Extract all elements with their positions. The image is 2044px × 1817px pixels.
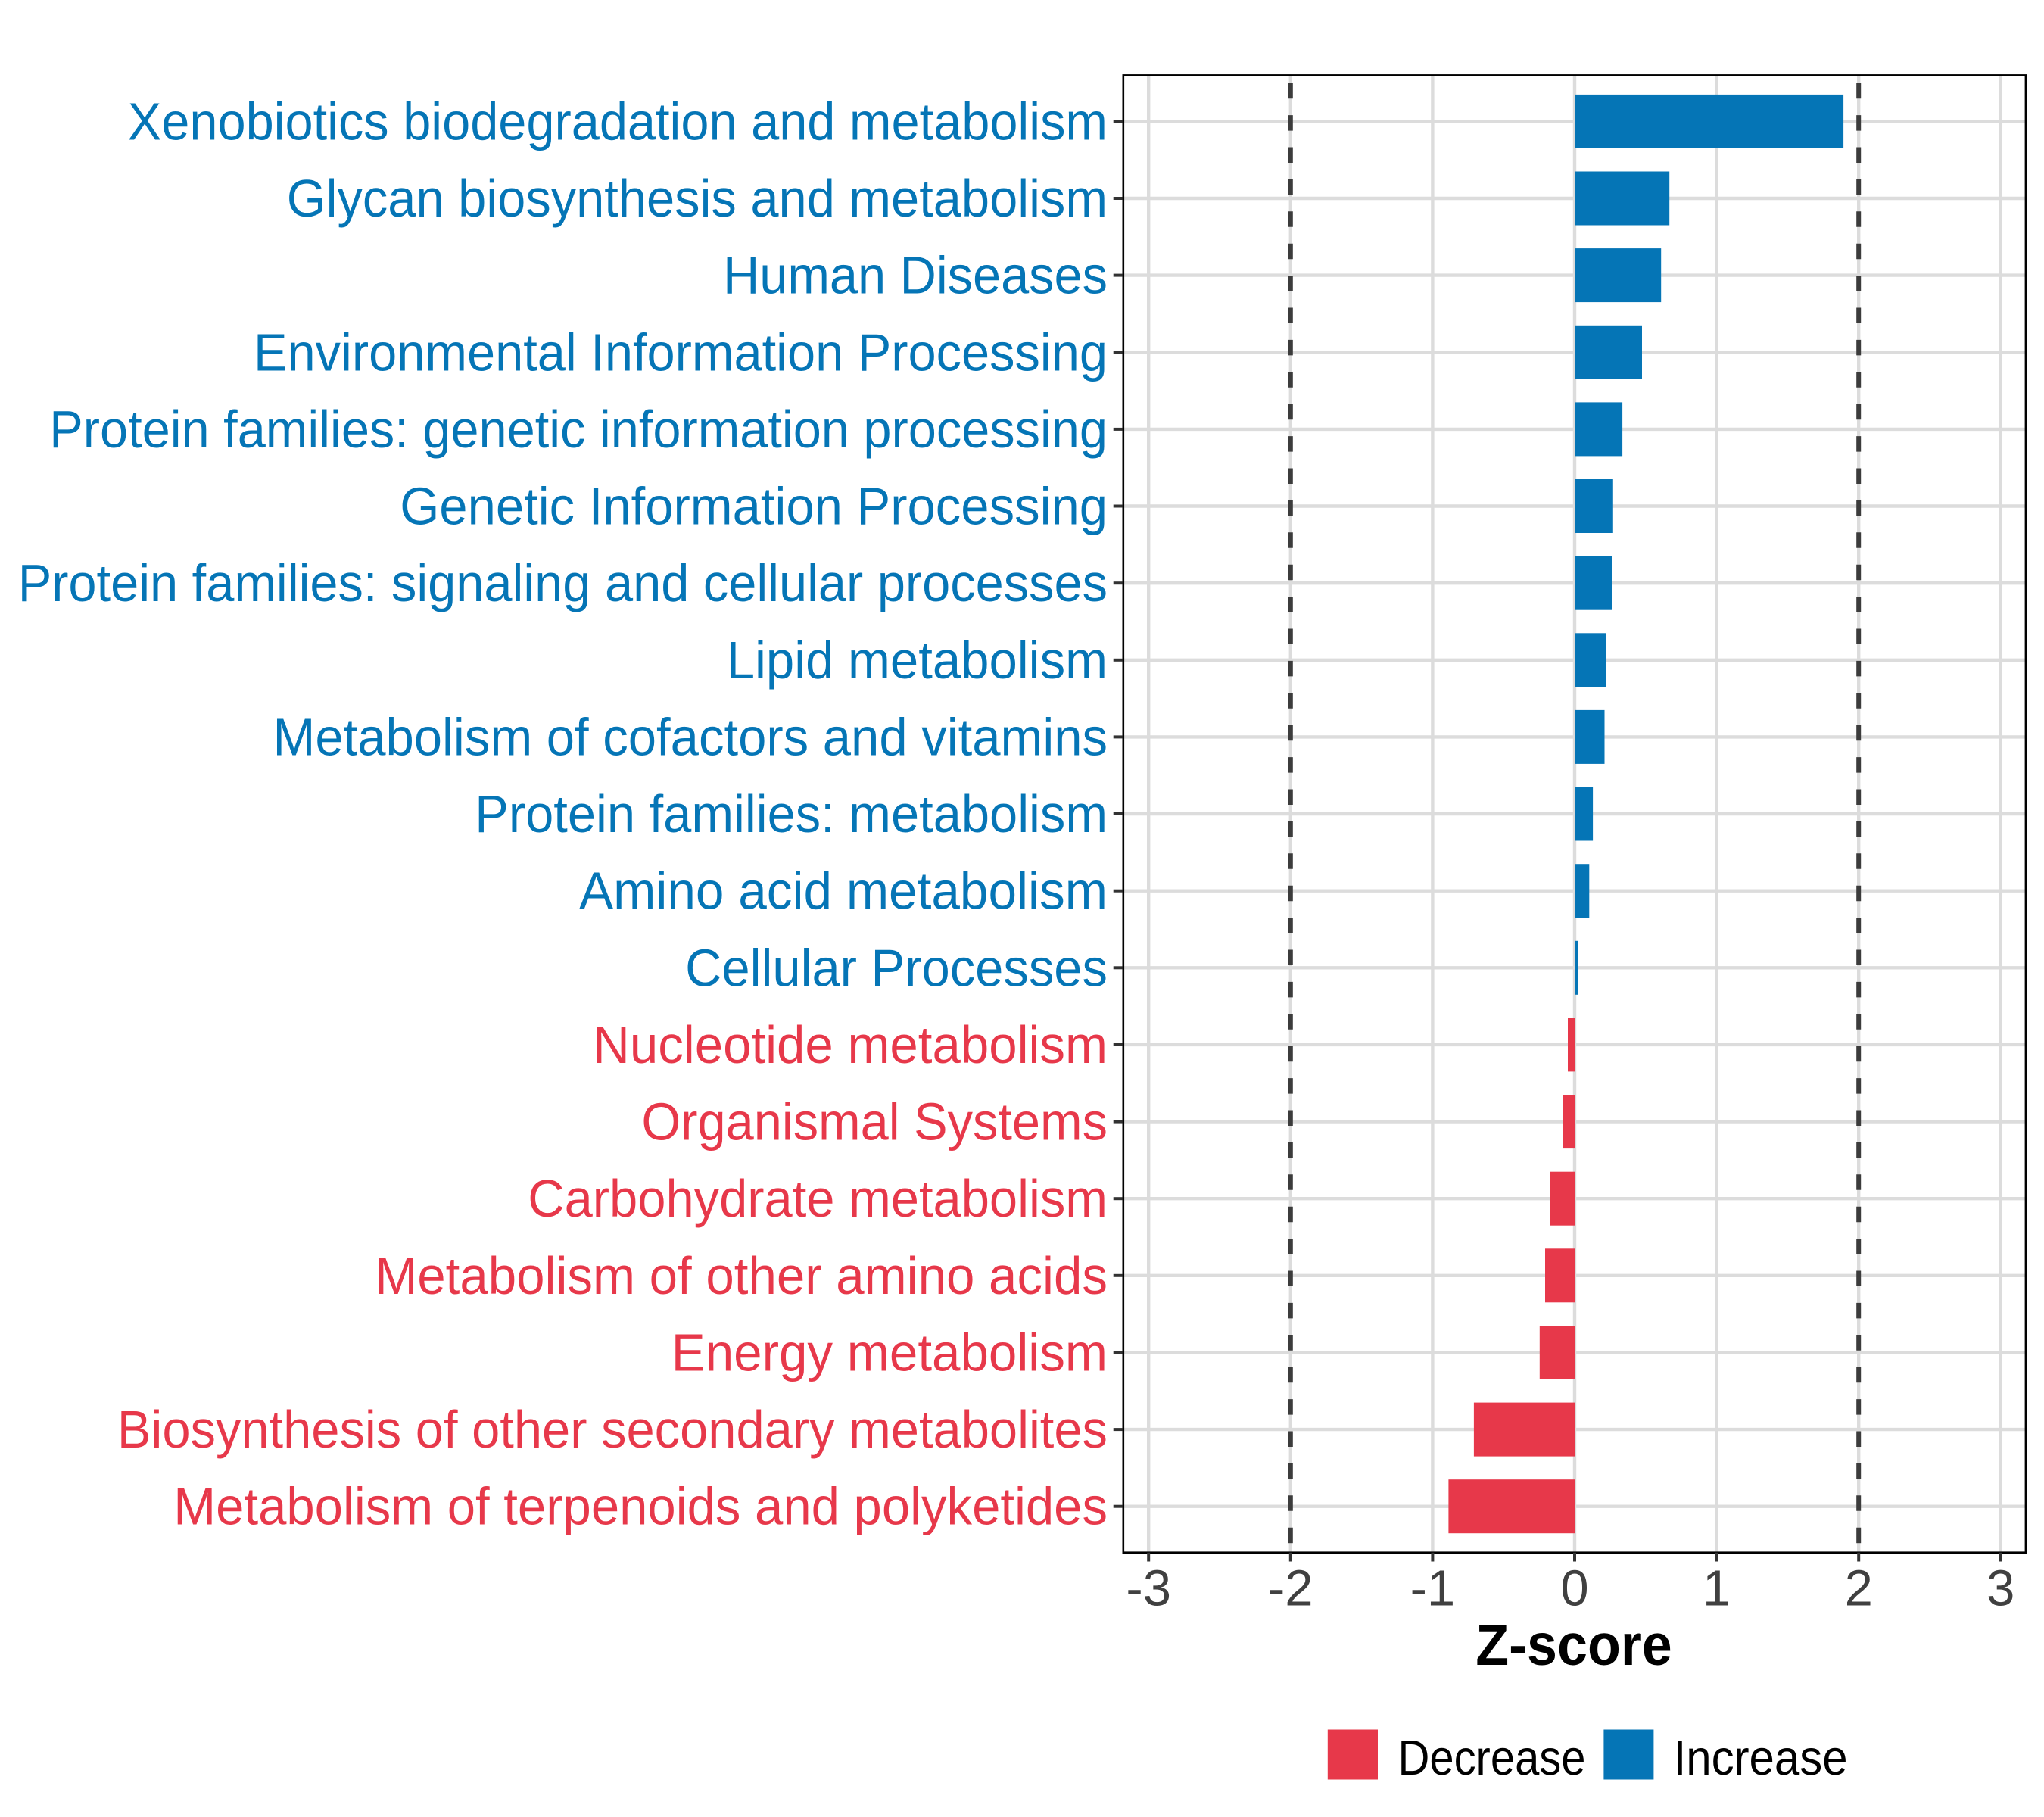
svg-text:Metabolism of terpenoids and p: Metabolism of terpenoids and polyketides xyxy=(173,1477,1108,1536)
svg-text:Xenobiotics biodegradation and: Xenobiotics biodegradation and metabolis… xyxy=(128,92,1108,151)
svg-text:Carbohydrate metabolism: Carbohydrate metabolism xyxy=(528,1169,1108,1228)
svg-text:Biosynthesis of other secondar: Biosynthesis of other secondary metaboli… xyxy=(117,1400,1108,1459)
svg-text:-3: -3 xyxy=(1126,1560,1171,1617)
svg-text:3: 3 xyxy=(1986,1560,2014,1617)
svg-text:Decrease: Decrease xyxy=(1398,1731,1586,1785)
svg-text:Cellular Processes: Cellular Processes xyxy=(685,938,1108,997)
svg-text:-1: -1 xyxy=(1410,1560,1456,1617)
svg-text:Amino acid metabolism: Amino acid metabolism xyxy=(579,862,1108,921)
svg-text:Nucleotide metabolism: Nucleotide metabolism xyxy=(593,1015,1108,1074)
svg-text:Protein families: genetic info: Protein families: genetic information pr… xyxy=(49,400,1108,459)
svg-text:Metabolism of other amino acid: Metabolism of other amino acids xyxy=(375,1246,1108,1305)
svg-text:1: 1 xyxy=(1703,1560,1731,1617)
svg-text:2: 2 xyxy=(1845,1560,1873,1617)
svg-text:Protein families: metabolism: Protein families: metabolism xyxy=(475,784,1108,843)
svg-text:0: 0 xyxy=(1560,1560,1588,1617)
svg-text:-2: -2 xyxy=(1268,1560,1313,1617)
svg-text:Increase: Increase xyxy=(1674,1731,1848,1785)
svg-text:Protein families: signaling an: Protein families: signaling and cellular… xyxy=(18,553,1108,612)
svg-text:Metabolism of cofactors and vi: Metabolism of cofactors and vitamins xyxy=(273,707,1108,766)
svg-text:Z-score: Z-score xyxy=(1475,1613,1672,1678)
svg-text:Organismal Systems: Organismal Systems xyxy=(641,1092,1108,1152)
svg-text:Energy metabolism: Energy metabolism xyxy=(671,1323,1108,1382)
svg-text:Environmental Information Proc: Environmental Information Processing xyxy=(254,323,1108,382)
svg-text:Genetic Information Processing: Genetic Information Processing xyxy=(400,477,1108,536)
svg-text:Human Diseases: Human Diseases xyxy=(723,246,1108,305)
svg-text:Lipid metabolism: Lipid metabolism xyxy=(727,631,1108,690)
svg-text:Glycan biosynthesis and metabo: Glycan biosynthesis and metabolism xyxy=(287,169,1108,228)
